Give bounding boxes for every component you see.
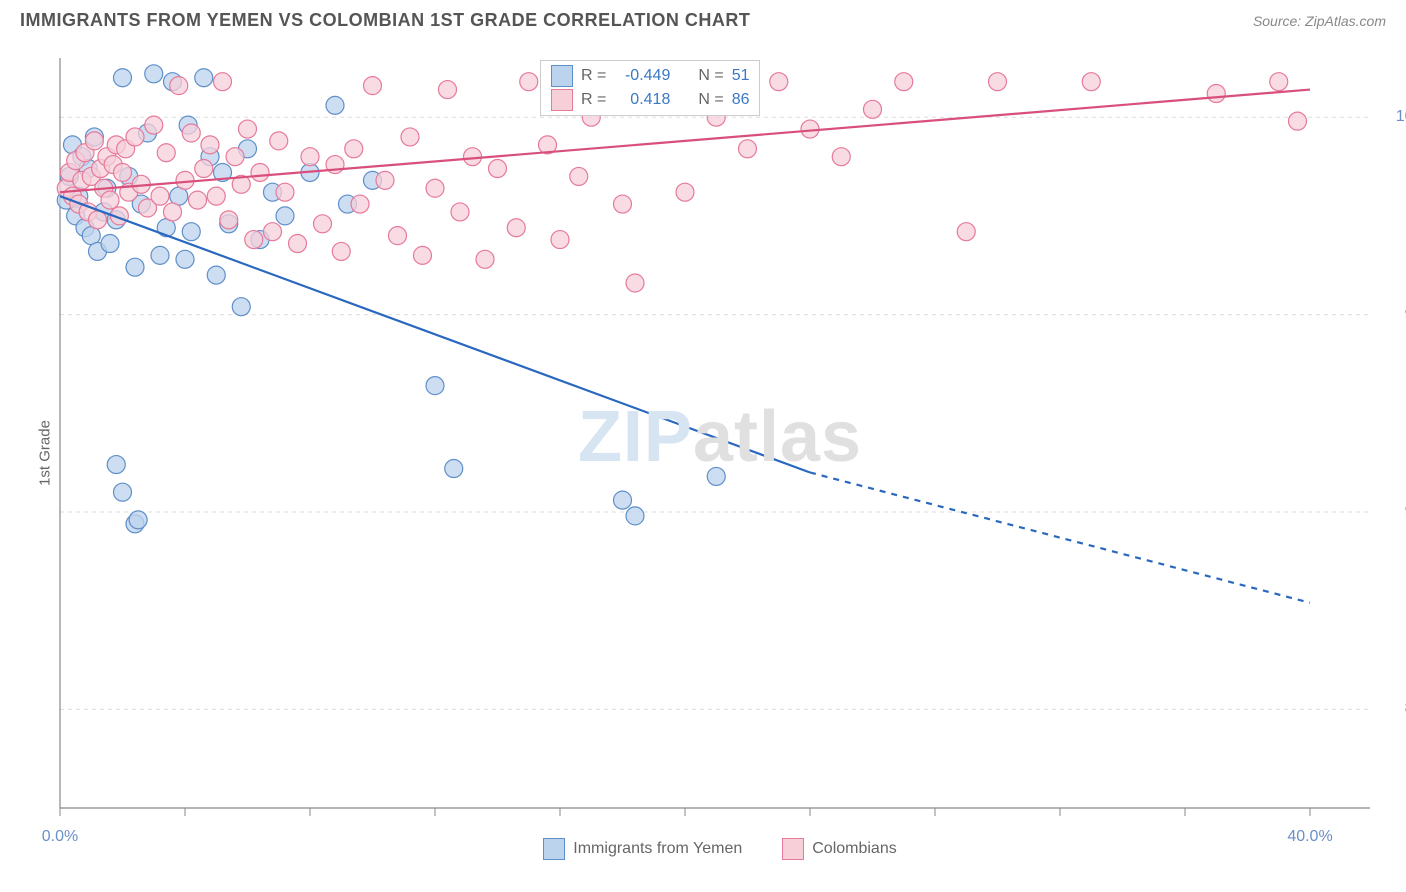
legend-n-label: N = [698, 91, 723, 109]
legend-n-value: 86 [732, 91, 750, 109]
chart-source: Source: ZipAtlas.com [1253, 13, 1386, 29]
legend-row-yemen: R = -0.449 N = 51 [551, 65, 749, 87]
legend-bottom-item: Immigrants from Yemen [543, 838, 742, 860]
legend-row-colombian: R = 0.418 N = 86 [551, 89, 749, 111]
correlation-legend: R = -0.449 N = 51 R = 0.418 N = 86 [540, 60, 760, 116]
chart-header: IMMIGRANTS FROM YEMEN VS COLOMBIAN 1ST G… [0, 0, 1406, 39]
x-tick-label: 40.0% [1287, 828, 1332, 846]
legend-label: Immigrants from Yemen [573, 840, 742, 858]
chart-area: 1st Grade ZIPatlas R =-0.449N =51R =0.41… [50, 48, 1390, 858]
series-legend: Immigrants from Yemen Colombians [50, 838, 1390, 860]
x-tick-label: 0.0% [42, 828, 78, 846]
legend-swatch-icon [551, 65, 573, 87]
y-tick-label: 100.0% [1396, 108, 1406, 126]
chart-title: IMMIGRANTS FROM YEMEN VS COLOMBIAN 1ST G… [20, 10, 750, 31]
legend-r-label: R = [581, 67, 606, 85]
legend-r-value: 0.418 [614, 91, 670, 109]
legend-swatch-icon [782, 838, 804, 860]
legend-swatch-icon [543, 838, 565, 860]
legend-n-value: 51 [732, 67, 750, 85]
legend-label: Colombians [812, 840, 896, 858]
legend-swatch-icon [551, 89, 573, 111]
legend-r-label: R = [581, 91, 606, 109]
scatter-plot [50, 48, 1390, 858]
legend-bottom-item: Colombians [782, 838, 896, 860]
legend-r-value: -0.449 [614, 67, 670, 85]
legend-n-label: N = [698, 67, 723, 85]
